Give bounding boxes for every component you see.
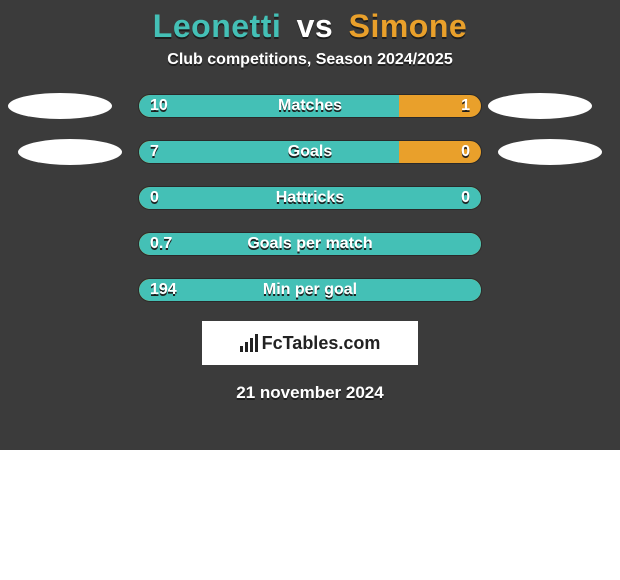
comparison-widget: Leonetti vs Simone Club competitions, Se… [0, 0, 620, 450]
stat-row: Goals per match0.7 [0, 229, 620, 259]
stat-bar-left [139, 95, 399, 117]
stat-rows: Matches101Goals70Hattricks00Goals per ma… [0, 91, 620, 305]
stat-value-right: 0 [461, 189, 470, 207]
logo-box: FcTables.com [202, 321, 418, 365]
stat-value-left: 0 [150, 189, 159, 207]
stat-bar: Goals per match [138, 232, 482, 256]
stat-bar: Goals [138, 140, 482, 164]
page-title: Leonetti vs Simone [0, 8, 620, 45]
stat-row: Matches10 1 [0, 91, 620, 121]
player2-badge [488, 93, 592, 119]
date-stamp: 21 november 2024 [0, 383, 620, 403]
stat-bar-left [139, 279, 481, 301]
stat-value-left: 10 [150, 97, 168, 115]
stat-value-left: 194 [150, 281, 177, 299]
stat-bar-left [139, 141, 399, 163]
stat-value-right: 1 [461, 97, 470, 115]
stat-row: Hattricks0 0 [0, 183, 620, 213]
stat-row: Min per goal194 [0, 275, 620, 305]
stat-value-left: 7 [150, 143, 159, 161]
player1-name: Leonetti [153, 8, 281, 44]
stat-value-right: 0 [461, 143, 470, 161]
subtitle: Club competitions, Season 2024/2025 [0, 51, 620, 69]
stat-bar: Min per goal [138, 278, 482, 302]
stat-bar-left [139, 233, 481, 255]
player2-badge [498, 139, 602, 165]
stat-bar-left [139, 187, 481, 209]
stat-bar: Matches [138, 94, 482, 118]
player1-badge [8, 93, 112, 119]
stat-bar: Hattricks [138, 186, 482, 210]
vs-label: vs [297, 8, 334, 44]
chart-icon [240, 334, 258, 352]
brand-text: FcTables.com [262, 333, 381, 354]
stat-value-left: 0.7 [150, 235, 172, 253]
player1-badge [18, 139, 122, 165]
brand-logo: FcTables.com [240, 333, 381, 354]
player2-name: Simone [349, 8, 468, 44]
stat-row: Goals7 0 [0, 137, 620, 167]
